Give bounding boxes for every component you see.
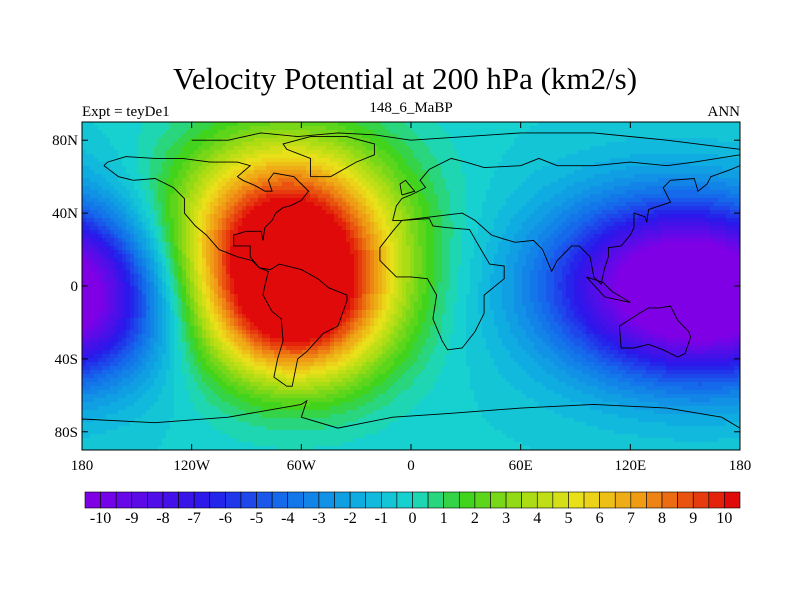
coastline-4 — [82, 399, 740, 450]
colorbar-label: -6 — [219, 510, 232, 527]
y-tick-label: 80N — [52, 133, 78, 149]
colorbar-label: 1 — [440, 510, 448, 527]
colorbar-swatch — [724, 491, 741, 509]
colorbar-label: 8 — [658, 510, 666, 527]
colorbar-swatch — [131, 491, 148, 509]
colorbar-label: 4 — [533, 510, 541, 527]
colorbar-label: -5 — [250, 510, 263, 527]
colorbar-swatch — [240, 491, 257, 509]
colorbar-label: -8 — [156, 510, 169, 527]
colorbar-swatch — [568, 491, 585, 509]
coastline-6 — [399, 179, 416, 196]
colorbar-label: 7 — [627, 510, 635, 527]
colorbar-label: -9 — [125, 510, 138, 527]
colorbar-swatch — [162, 491, 179, 509]
x-tick-label: 120W — [173, 458, 211, 474]
colorbar-label: -10 — [90, 510, 111, 527]
colorbar-swatch — [708, 491, 725, 509]
x-tick-label: 120E — [614, 458, 646, 474]
colorbar-swatch — [225, 491, 242, 509]
chart-title: Velocity Potential at 200 hPa (km2/s) — [173, 61, 637, 96]
colorbar-swatch — [490, 491, 507, 509]
colorbar-swatch — [474, 491, 491, 509]
colorbar-swatch — [271, 491, 289, 509]
colorbar-swatch — [521, 491, 538, 509]
colorbar-swatch — [178, 491, 195, 509]
colorbar-swatch — [381, 491, 398, 509]
colorbar-swatch — [443, 491, 460, 509]
y-tick-label: 0 — [71, 279, 79, 295]
colorbar-swatch — [115, 491, 133, 509]
colorbar-swatch — [412, 491, 429, 509]
x-tick-label: 180 — [71, 458, 94, 474]
coastline-5 — [586, 276, 631, 303]
season-label: ANN — [708, 104, 741, 120]
colorbar-swatch — [427, 491, 444, 509]
colorbar-swatch — [630, 491, 647, 509]
colorbar-swatch — [303, 491, 320, 509]
colorbar-swatch — [646, 491, 663, 509]
coastline-2 — [618, 305, 692, 358]
colorbar-label: 9 — [689, 510, 697, 527]
coastline-3 — [282, 136, 375, 178]
colorbar-swatch — [614, 491, 632, 509]
colorbar-swatch — [396, 491, 413, 509]
colorbar-swatch — [193, 491, 211, 509]
colorbar-swatch — [287, 491, 304, 509]
colorbar-swatch — [334, 491, 351, 509]
x-tick-label: 60E — [509, 458, 533, 474]
colorbar-swatch — [505, 491, 522, 509]
coastline-0 — [191, 132, 740, 351]
y-tick-label: 40S — [55, 352, 78, 368]
y-axis: 80N 40N 0 40S 80S — [52, 133, 740, 441]
colorbar-swatch — [599, 491, 616, 509]
colorbar-label: 10 — [716, 510, 732, 527]
experiment-label: Expt = teyDe1 — [82, 104, 170, 120]
colorbar-swatch — [692, 491, 710, 509]
colorbar-label: 5 — [564, 510, 572, 527]
x-axis: 180 120W 60W 0 60E 120E 180 — [71, 122, 752, 474]
colorbar-label: -4 — [281, 510, 294, 527]
coastline-1 — [103, 156, 348, 387]
colorbar-swatch — [458, 491, 476, 509]
colorbar-label: -3 — [312, 510, 325, 527]
colorbar-swatch — [552, 491, 569, 509]
x-tick-label: 0 — [407, 458, 415, 474]
contour-field — [82, 122, 740, 450]
colorbar-swatch — [583, 491, 600, 509]
colorbar-swatch — [661, 491, 678, 509]
y-tick-label: 40N — [52, 206, 78, 222]
colorbar-swatch — [318, 491, 335, 509]
colorbar-label: 2 — [471, 510, 479, 527]
case-label: 148_6_MaBP — [369, 100, 452, 116]
colorbar-label: -7 — [188, 510, 201, 527]
colorbar-swatch — [536, 491, 554, 509]
colorbar-swatch — [209, 491, 226, 509]
colorbar-label: 0 — [409, 510, 417, 527]
x-tick-label: 60W — [287, 458, 317, 474]
colorbar-label: -2 — [343, 510, 356, 527]
colorbar: -10 -9 -8 -7 -6 -5 -4 -3 -2 -1 0 1 2 3 4 5 6 7 8 9 10 — [84, 491, 741, 527]
colorbar-label: 3 — [502, 510, 510, 527]
colorbar-swatch — [100, 491, 117, 509]
colorbar-swatch — [365, 491, 382, 509]
colorbar-swatch — [349, 491, 367, 509]
colorbar-swatch — [677, 491, 694, 509]
colorbar-label: -1 — [375, 510, 388, 527]
colorbar-swatch — [256, 491, 273, 509]
x-tick-label: 180 — [729, 458, 752, 474]
colorbar-swatch — [147, 491, 164, 509]
y-tick-label: 80S — [55, 425, 78, 441]
colorbar-label: 6 — [596, 510, 604, 527]
colorbar-swatch — [84, 491, 101, 509]
coastline-overlay — [82, 132, 740, 450]
